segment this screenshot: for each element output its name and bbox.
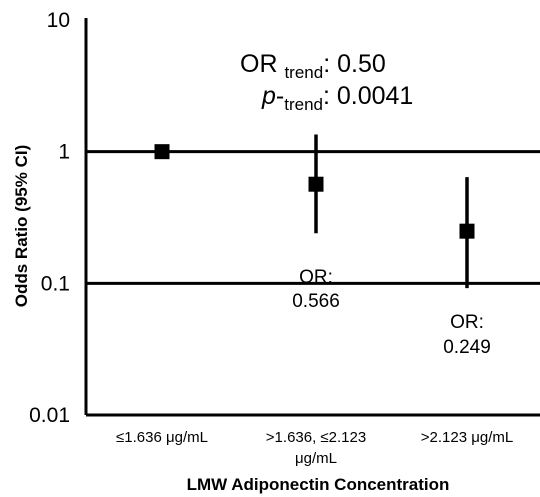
or-trend-annotation: OR trend: 0.50 xyxy=(240,50,386,82)
y-tick-label: 10 xyxy=(47,9,70,32)
p-trend-dash: - xyxy=(276,82,284,110)
data-label: 0.566 xyxy=(292,291,340,312)
p-trend-subscript: trend xyxy=(284,95,323,114)
p-trend-annotation: p-trend: 0.0041 xyxy=(261,82,413,114)
data-label: 0.249 xyxy=(443,337,491,358)
or-trend-subscript: trend xyxy=(284,63,323,82)
or-trend-prefix: OR xyxy=(240,50,278,78)
or-trend-value: : 0.50 xyxy=(323,50,386,78)
y-tick-label: 0.1 xyxy=(41,272,70,295)
x-category-label: >1.636, ≤2.123 xyxy=(266,429,366,446)
data-point-marker xyxy=(154,144,170,160)
data-point-marker xyxy=(459,223,475,239)
data-label: OR: xyxy=(299,267,333,288)
p-trend-value: : 0.0041 xyxy=(323,82,413,110)
y-tick-label: 0.01 xyxy=(29,404,70,427)
y-axis-title: Odds Ratio (95% CI) xyxy=(12,145,31,307)
data-label: OR: xyxy=(450,312,484,333)
p-trend-prefix: p xyxy=(261,82,276,110)
data-point-marker xyxy=(308,176,324,192)
x-axis-title: LMW Adiponectin Concentration xyxy=(187,475,450,494)
y-tick-label: 1 xyxy=(58,141,70,164)
x-category-label: >2.123 μg/mL xyxy=(421,429,513,446)
x-category-label: μg/mL xyxy=(295,450,337,467)
x-category-label: ≤1.636 μg/mL xyxy=(116,429,208,446)
